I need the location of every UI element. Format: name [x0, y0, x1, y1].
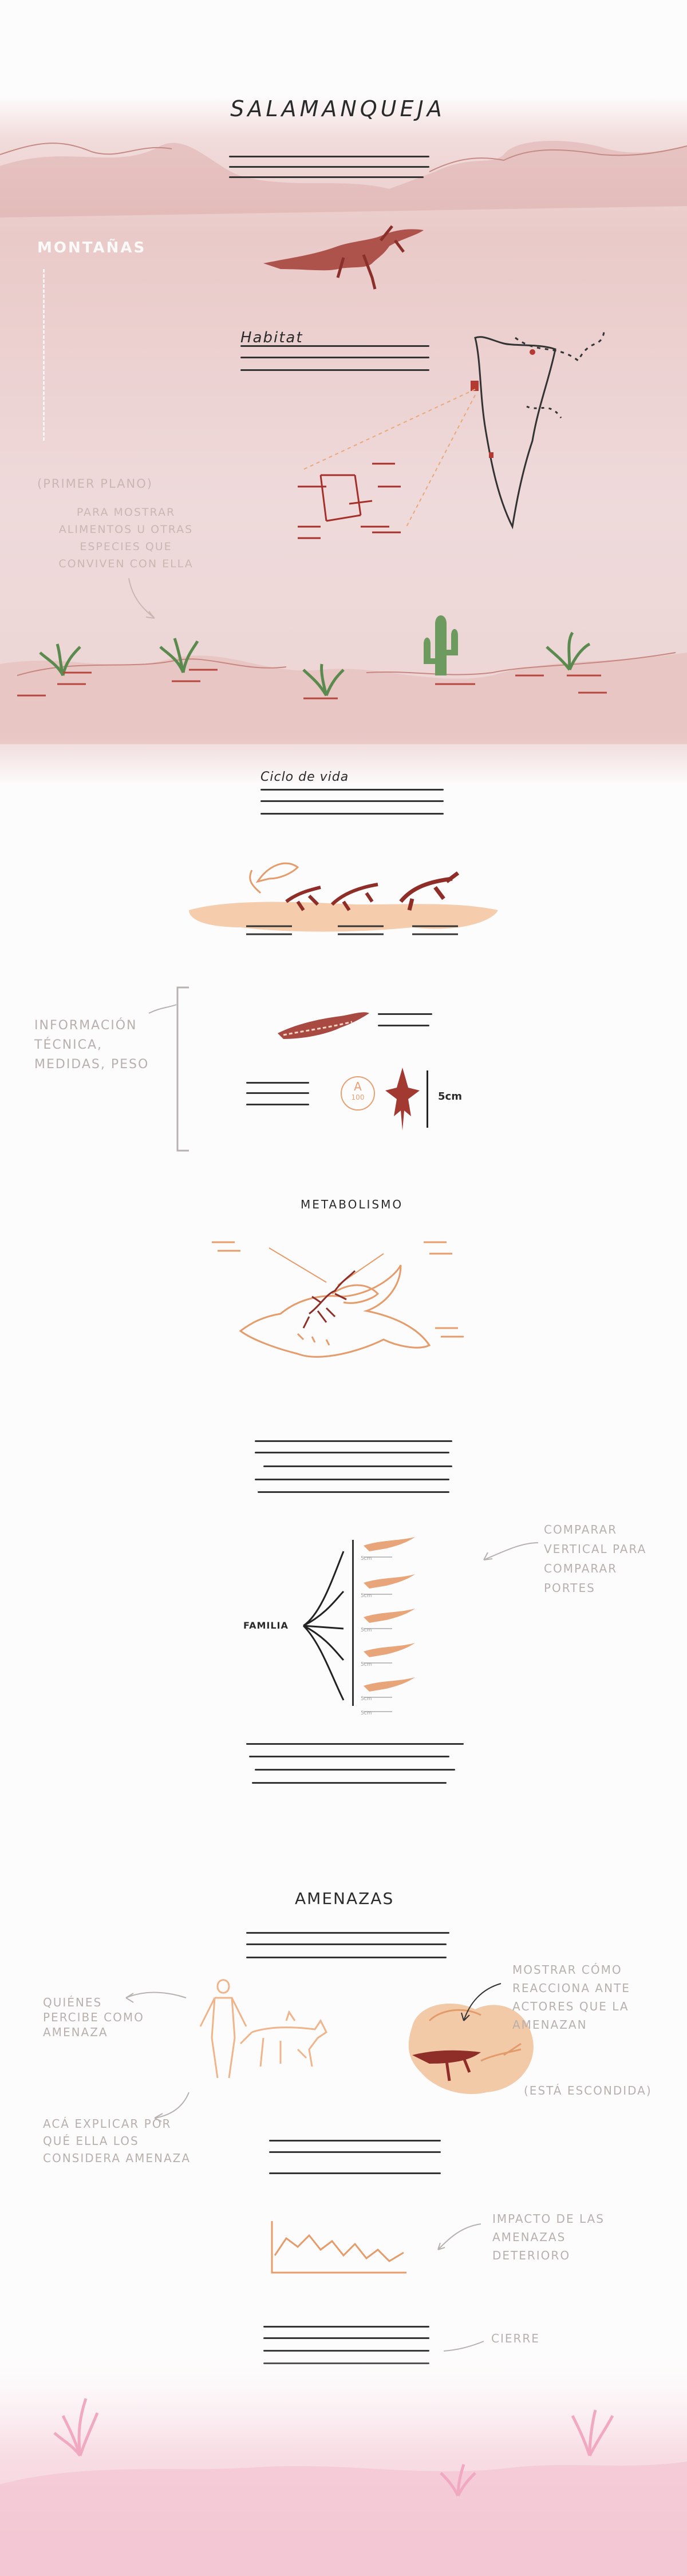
note-size-compare: COMPARAR VERTICAL PARA COMPARAR PORTES [544, 1523, 647, 1595]
lifecycle-text-line [260, 789, 444, 791]
note-threat-actors: QUIÉNES PERCIBE COMO AMENAZA [43, 1996, 144, 2039]
label-family: FAMILIA [243, 1620, 289, 1631]
weight-badge-letter: A [354, 1080, 362, 1093]
threats-text-line [246, 1943, 447, 1945]
closing-text-line [263, 2326, 429, 2328]
note-reaction: MOSTRAR CÓMO REACCIONA ANTE ACTORES QUE … [512, 1963, 630, 2032]
family-tree-lines [302, 1551, 345, 1701]
habitat-text-line [240, 357, 429, 358]
note-explain-threat: ACÁ EXPLICAR POR QUÉ ELLA LOS CONSIDERA … [43, 2117, 191, 2165]
scale-label-item: 5cm [361, 1593, 372, 1599]
lifecycle-text-line [260, 800, 444, 802]
metabolism-text-line [255, 1452, 449, 1453]
metabolism-text-line [255, 1479, 449, 1480]
habitat-pointer-lines [303, 389, 476, 527]
lifecycle-illustration [189, 862, 498, 935]
metabolism-text-line [258, 1491, 449, 1493]
threats-text-line [246, 1957, 447, 1958]
closing-text-line [263, 2337, 429, 2339]
mountains-guide-line [43, 269, 45, 441]
title-underline [229, 156, 429, 157]
metabolism-text-line [263, 1465, 452, 1467]
metabolism-text-line [255, 1440, 452, 1442]
lifecycle-text-line [260, 813, 444, 815]
intro-text-line [229, 166, 429, 168]
technical-bracket [148, 986, 189, 1152]
gecko-hero-illustration [263, 225, 424, 290]
lifecycle-title: Ciclo de vida [260, 770, 349, 784]
scale-bar [427, 1070, 433, 1128]
threats-text-line-2 [269, 2172, 441, 2174]
tech-text-line [246, 1092, 309, 1094]
size-text-line [246, 1743, 464, 1745]
gecko-technical-illustration [278, 1012, 369, 1039]
scale-label: 5cm [438, 1091, 462, 1103]
threats-text-line-2 [269, 2140, 441, 2142]
tech-text-line [378, 1025, 429, 1026]
note-foreground: PARA MOSTRAR ALIMENTOS U OTRAS ESPECIES … [58, 506, 194, 570]
size-text-line [252, 1782, 447, 1784]
note-close: CIERRE [491, 2332, 540, 2345]
label-foreground: (PRIMER PLANO) [37, 477, 153, 491]
reaction-note-arrow [461, 1983, 502, 2021]
footer-watercolor-background [0, 2347, 687, 2576]
threats-title: AMENAZAS [295, 1889, 394, 1908]
habitat-text-line [240, 345, 429, 347]
threats-text-line-2 [269, 2151, 441, 2153]
scale-label-item: 5cm [361, 1696, 372, 1702]
scale-label-item: 5cm [361, 1662, 372, 1668]
metabolism-illustration [212, 1241, 464, 1358]
gecko-scale-silhouette [385, 1068, 420, 1131]
scale-label-item: 5cm [361, 1710, 372, 1716]
threat-actors-illustration [199, 1979, 327, 2079]
label-habitat: Habitat [240, 329, 303, 346]
hiding-gecko-illustration [408, 2004, 534, 2095]
note-hidden: (ESTÁ ESCONDIDA) [524, 2084, 652, 2097]
page-title: SALAMANQUEJA [230, 96, 445, 121]
scale-label-item: 5cm [361, 1627, 372, 1633]
habitat-red-diagram [298, 463, 401, 539]
impact-note-arrow [437, 2223, 481, 2250]
weight-badge: A 100 [341, 1076, 375, 1111]
label-mountains: MONTAÑAS [37, 239, 147, 256]
scale-label-item: 5cm [361, 1556, 372, 1562]
size-ruler [352, 1540, 354, 1706]
size-text-line [249, 1756, 449, 1757]
size-note-arrow [483, 1542, 539, 1560]
threats-text-line [246, 1932, 449, 1934]
foreground-plants [17, 615, 607, 700]
size-comparison-geckos [364, 1537, 415, 1712]
foreground-arrow [128, 578, 155, 619]
weight-badge-number: 100 [351, 1093, 365, 1101]
impact-sketch-graph [271, 2221, 406, 2274]
tech-text-line [246, 1104, 309, 1105]
tech-text-line [378, 1013, 432, 1015]
explain-arrow [154, 2092, 189, 2122]
metabolism-title: METABOLISMO [301, 1198, 404, 1211]
tech-text-line [246, 1082, 309, 1084]
intro-text-line [229, 176, 424, 178]
note-impact: IMPACTO DE LAS AMENAZAS DETERIORO [492, 2212, 605, 2262]
habitat-map-sketch [471, 331, 605, 530]
size-text-line [255, 1769, 455, 1771]
threat-actors-arrow [125, 1992, 187, 2003]
note-technical-info: INFORMACIÓN TÉCNICA, MEDIDAS, PESO [34, 1018, 149, 1072]
habitat-text-line [240, 369, 429, 371]
